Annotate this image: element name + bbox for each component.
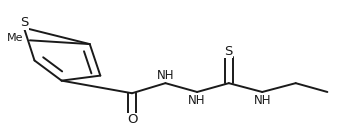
Text: S: S <box>225 44 233 58</box>
Text: O: O <box>127 113 137 126</box>
Text: NH: NH <box>253 94 271 107</box>
Text: S: S <box>20 16 28 29</box>
Text: Me: Me <box>6 33 23 43</box>
Text: NH: NH <box>188 94 206 107</box>
Text: NH: NH <box>157 69 174 82</box>
